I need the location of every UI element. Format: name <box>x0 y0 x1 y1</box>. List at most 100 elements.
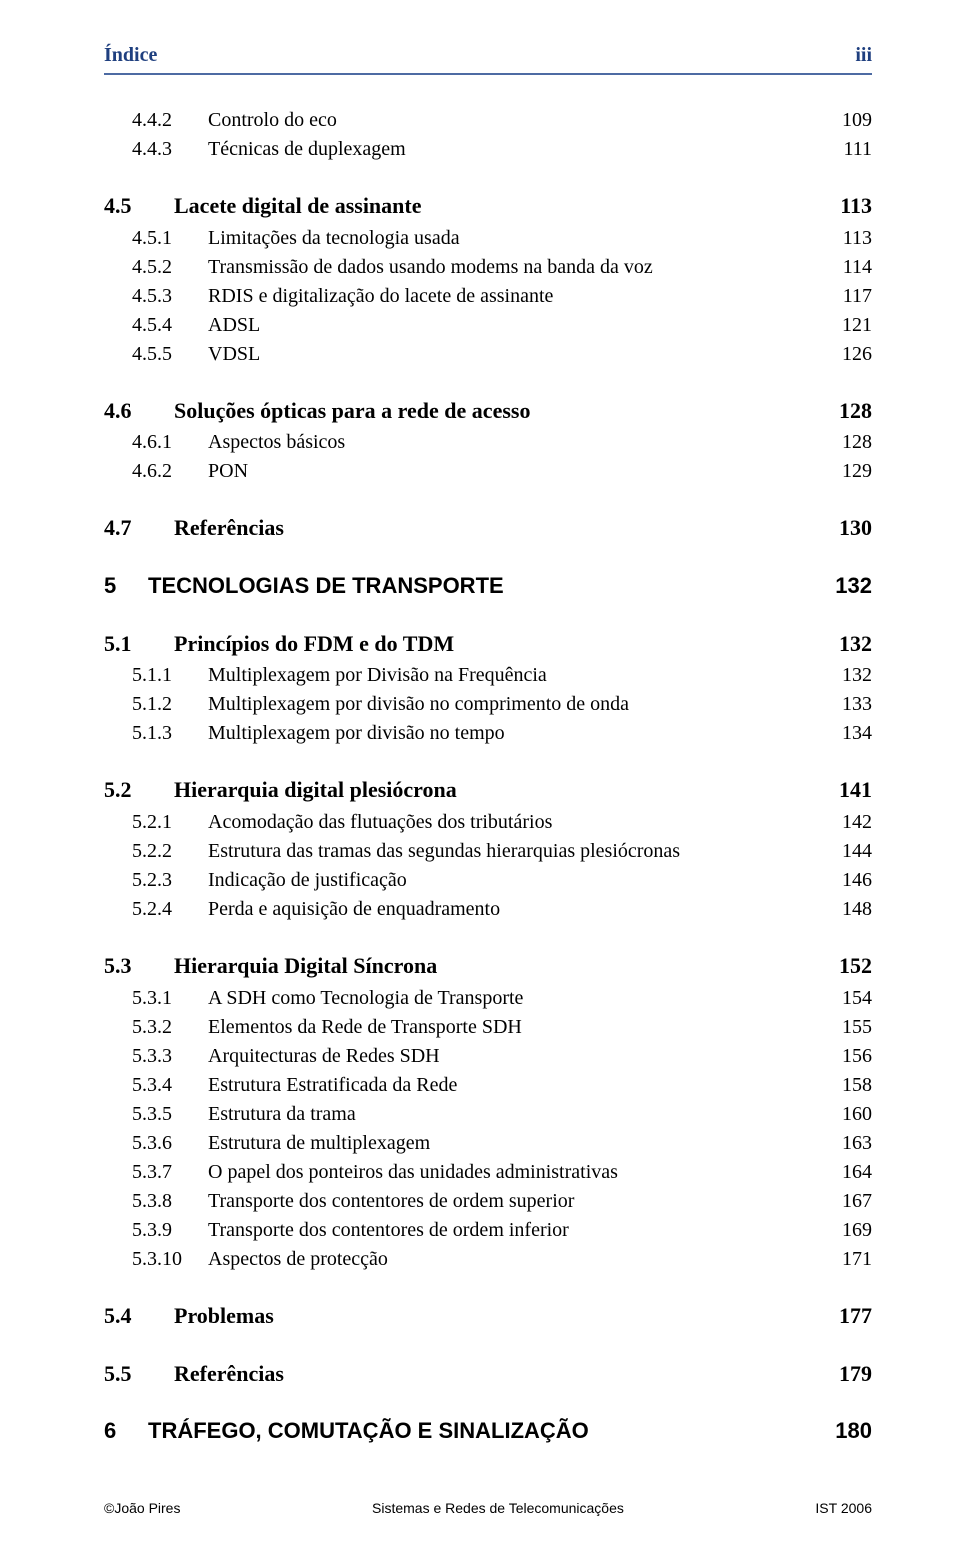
toc-number: 5.2.2 <box>132 838 208 865</box>
toc-page: 128 <box>822 429 872 456</box>
toc-entry: 5.3.5 Estrutura da trama 160 <box>132 1101 872 1128</box>
toc-entry: 5.3.3 Arquitecturas de Redes SDH 156 <box>132 1043 872 1070</box>
toc-entry: 4.5.5 VDSL 126 <box>132 341 872 368</box>
toc-number: 5.3.2 <box>132 1014 208 1041</box>
toc-page: 126 <box>822 341 872 368</box>
toc-number: 5.3.10 <box>132 1246 208 1273</box>
toc-entry: 5.1.3 Multiplexagem por divisão no tempo… <box>132 720 872 747</box>
toc-entry: 4.5.1 Limitações da tecnologia usada 113 <box>132 225 872 252</box>
toc-number: 4.5.5 <box>132 341 208 368</box>
toc-page: 111 <box>823 136 872 163</box>
toc-title: Indicação de justificação <box>208 867 822 894</box>
toc-entry: 5.3.8 Transporte dos contentores de orde… <box>132 1188 872 1215</box>
toc-page: 133 <box>822 691 872 718</box>
toc-title: Problemas <box>174 1301 819 1331</box>
toc-section: 4.6 Soluções ópticas para a rede de aces… <box>104 396 872 426</box>
toc-title: Transporte dos contentores de ordem supe… <box>208 1188 822 1215</box>
toc-number: 5.1.3 <box>132 720 208 747</box>
toc-title: PON <box>208 458 822 485</box>
toc-section: 5.2 Hierarquia digital plesiócrona 141 <box>104 775 872 805</box>
toc-page: 109 <box>822 107 872 134</box>
toc-entry: 5.2.4 Perda e aquisição de enquadramento… <box>132 896 872 923</box>
toc-entry: 5.3.10 Aspectos de protecção 171 <box>132 1246 872 1273</box>
toc-entry: 4.5.4 ADSL 121 <box>132 312 872 339</box>
toc-entry: 5.2.2 Estrutura das tramas das segundas … <box>132 838 872 865</box>
toc-entry: 5.2.1 Acomodação das flutuações dos trib… <box>132 809 872 836</box>
footer-right: IST 2006 <box>815 1500 872 1516</box>
toc-number: 5.2.1 <box>132 809 208 836</box>
header-left: Índice <box>104 44 157 67</box>
toc-page: 130 <box>819 513 872 543</box>
toc-entry: 5.3.1 A SDH como Tecnologia de Transport… <box>132 985 872 1012</box>
toc-number: 5.4 <box>104 1301 174 1331</box>
toc-page: 132 <box>822 662 872 689</box>
toc-page: 155 <box>822 1014 872 1041</box>
toc-number: 5.3.8 <box>132 1188 208 1215</box>
page-footer: ©João Pires Sistemas e Redes de Telecomu… <box>104 1500 872 1516</box>
toc-number: 5.1 <box>104 629 174 659</box>
toc-page: 141 <box>819 775 872 805</box>
toc-title: Soluções ópticas para a rede de acesso <box>174 396 819 426</box>
toc-chapter: 5 TECNOLOGIAS DE TRANSPORTE 132 <box>104 571 872 601</box>
toc-number: 6 <box>104 1416 148 1446</box>
toc-title: ADSL <box>208 312 822 339</box>
toc-page: 146 <box>822 867 872 894</box>
toc-title: Estrutura das tramas das segundas hierar… <box>208 838 822 865</box>
toc-title: Multiplexagem por divisão no comprimento… <box>208 691 822 718</box>
toc-page: 144 <box>822 838 872 865</box>
toc-page: 114 <box>823 254 872 281</box>
toc-entry: 4.6.1 Aspectos básicos 128 <box>132 429 872 456</box>
toc-entry: 4.4.3 Técnicas de duplexagem 111 <box>132 136 872 163</box>
toc-page: 180 <box>815 1416 872 1446</box>
footer-center: Sistemas e Redes de Telecomunicações <box>372 1500 624 1516</box>
toc-title: O papel dos ponteiros das unidades admin… <box>208 1159 822 1186</box>
toc-title: Hierarquia Digital Síncrona <box>174 951 819 981</box>
toc-title: Referências <box>174 1359 819 1389</box>
toc-page: 179 <box>819 1359 872 1389</box>
toc-number: 5 <box>104 571 148 601</box>
footer-left: ©João Pires <box>104 1500 180 1516</box>
toc-number: 4.7 <box>104 513 174 543</box>
toc-page: 132 <box>815 571 872 601</box>
toc-number: 4.5 <box>104 191 174 221</box>
toc-title: A SDH como Tecnologia de Transporte <box>208 985 822 1012</box>
toc-title: Referências <box>174 513 819 543</box>
toc-title: Transmissão de dados usando modems na ba… <box>208 254 823 281</box>
toc-entry: 5.3.7 O papel dos ponteiros das unidades… <box>132 1159 872 1186</box>
toc-page: 152 <box>819 951 872 981</box>
toc-number: 5.2.4 <box>132 896 208 923</box>
toc-title: TECNOLOGIAS DE TRANSPORTE <box>148 571 815 601</box>
toc-title: Estrutura da trama <box>208 1101 822 1128</box>
toc-page: 142 <box>822 809 872 836</box>
toc-number: 5.3.4 <box>132 1072 208 1099</box>
toc-entry: 5.2.3 Indicação de justificação 146 <box>132 867 872 894</box>
toc-title: Multiplexagem por Divisão na Frequência <box>208 662 822 689</box>
toc-title: Aspectos de protecção <box>208 1246 822 1273</box>
toc-number: 4.6.2 <box>132 458 208 485</box>
toc-number: 5.1.2 <box>132 691 208 718</box>
toc-page: 121 <box>822 312 872 339</box>
toc-page: 167 <box>822 1188 872 1215</box>
toc-section: 5.4 Problemas 177 <box>104 1301 872 1331</box>
toc-page: 129 <box>822 458 872 485</box>
toc-title: TRÁFEGO, COMUTAÇÃO E SINALIZAÇÃO <box>148 1416 815 1446</box>
toc-page: 169 <box>822 1217 872 1244</box>
toc-entry: 5.1.2 Multiplexagem por divisão no compr… <box>132 691 872 718</box>
toc-entry: 4.5.3 RDIS e digitalização do lacete de … <box>132 283 872 310</box>
toc-number: 5.3.9 <box>132 1217 208 1244</box>
toc-page: 134 <box>822 720 872 747</box>
toc-number: 4.5.1 <box>132 225 208 252</box>
toc-number: 4.6.1 <box>132 429 208 456</box>
toc-number: 4.4.3 <box>132 136 208 163</box>
toc-title: VDSL <box>208 341 822 368</box>
toc-title: Estrutura de multiplexagem <box>208 1130 822 1157</box>
toc-page: 160 <box>822 1101 872 1128</box>
toc-page: 158 <box>822 1072 872 1099</box>
toc-number: 5.2.3 <box>132 867 208 894</box>
toc-page: 171 <box>822 1246 872 1273</box>
toc-number: 5.1.1 <box>132 662 208 689</box>
toc-entry: 5.1.1 Multiplexagem por Divisão na Frequ… <box>132 662 872 689</box>
toc-title: Aspectos básicos <box>208 429 822 456</box>
toc-number: 5.3.7 <box>132 1159 208 1186</box>
toc-entry: 4.6.2 PON 129 <box>132 458 872 485</box>
